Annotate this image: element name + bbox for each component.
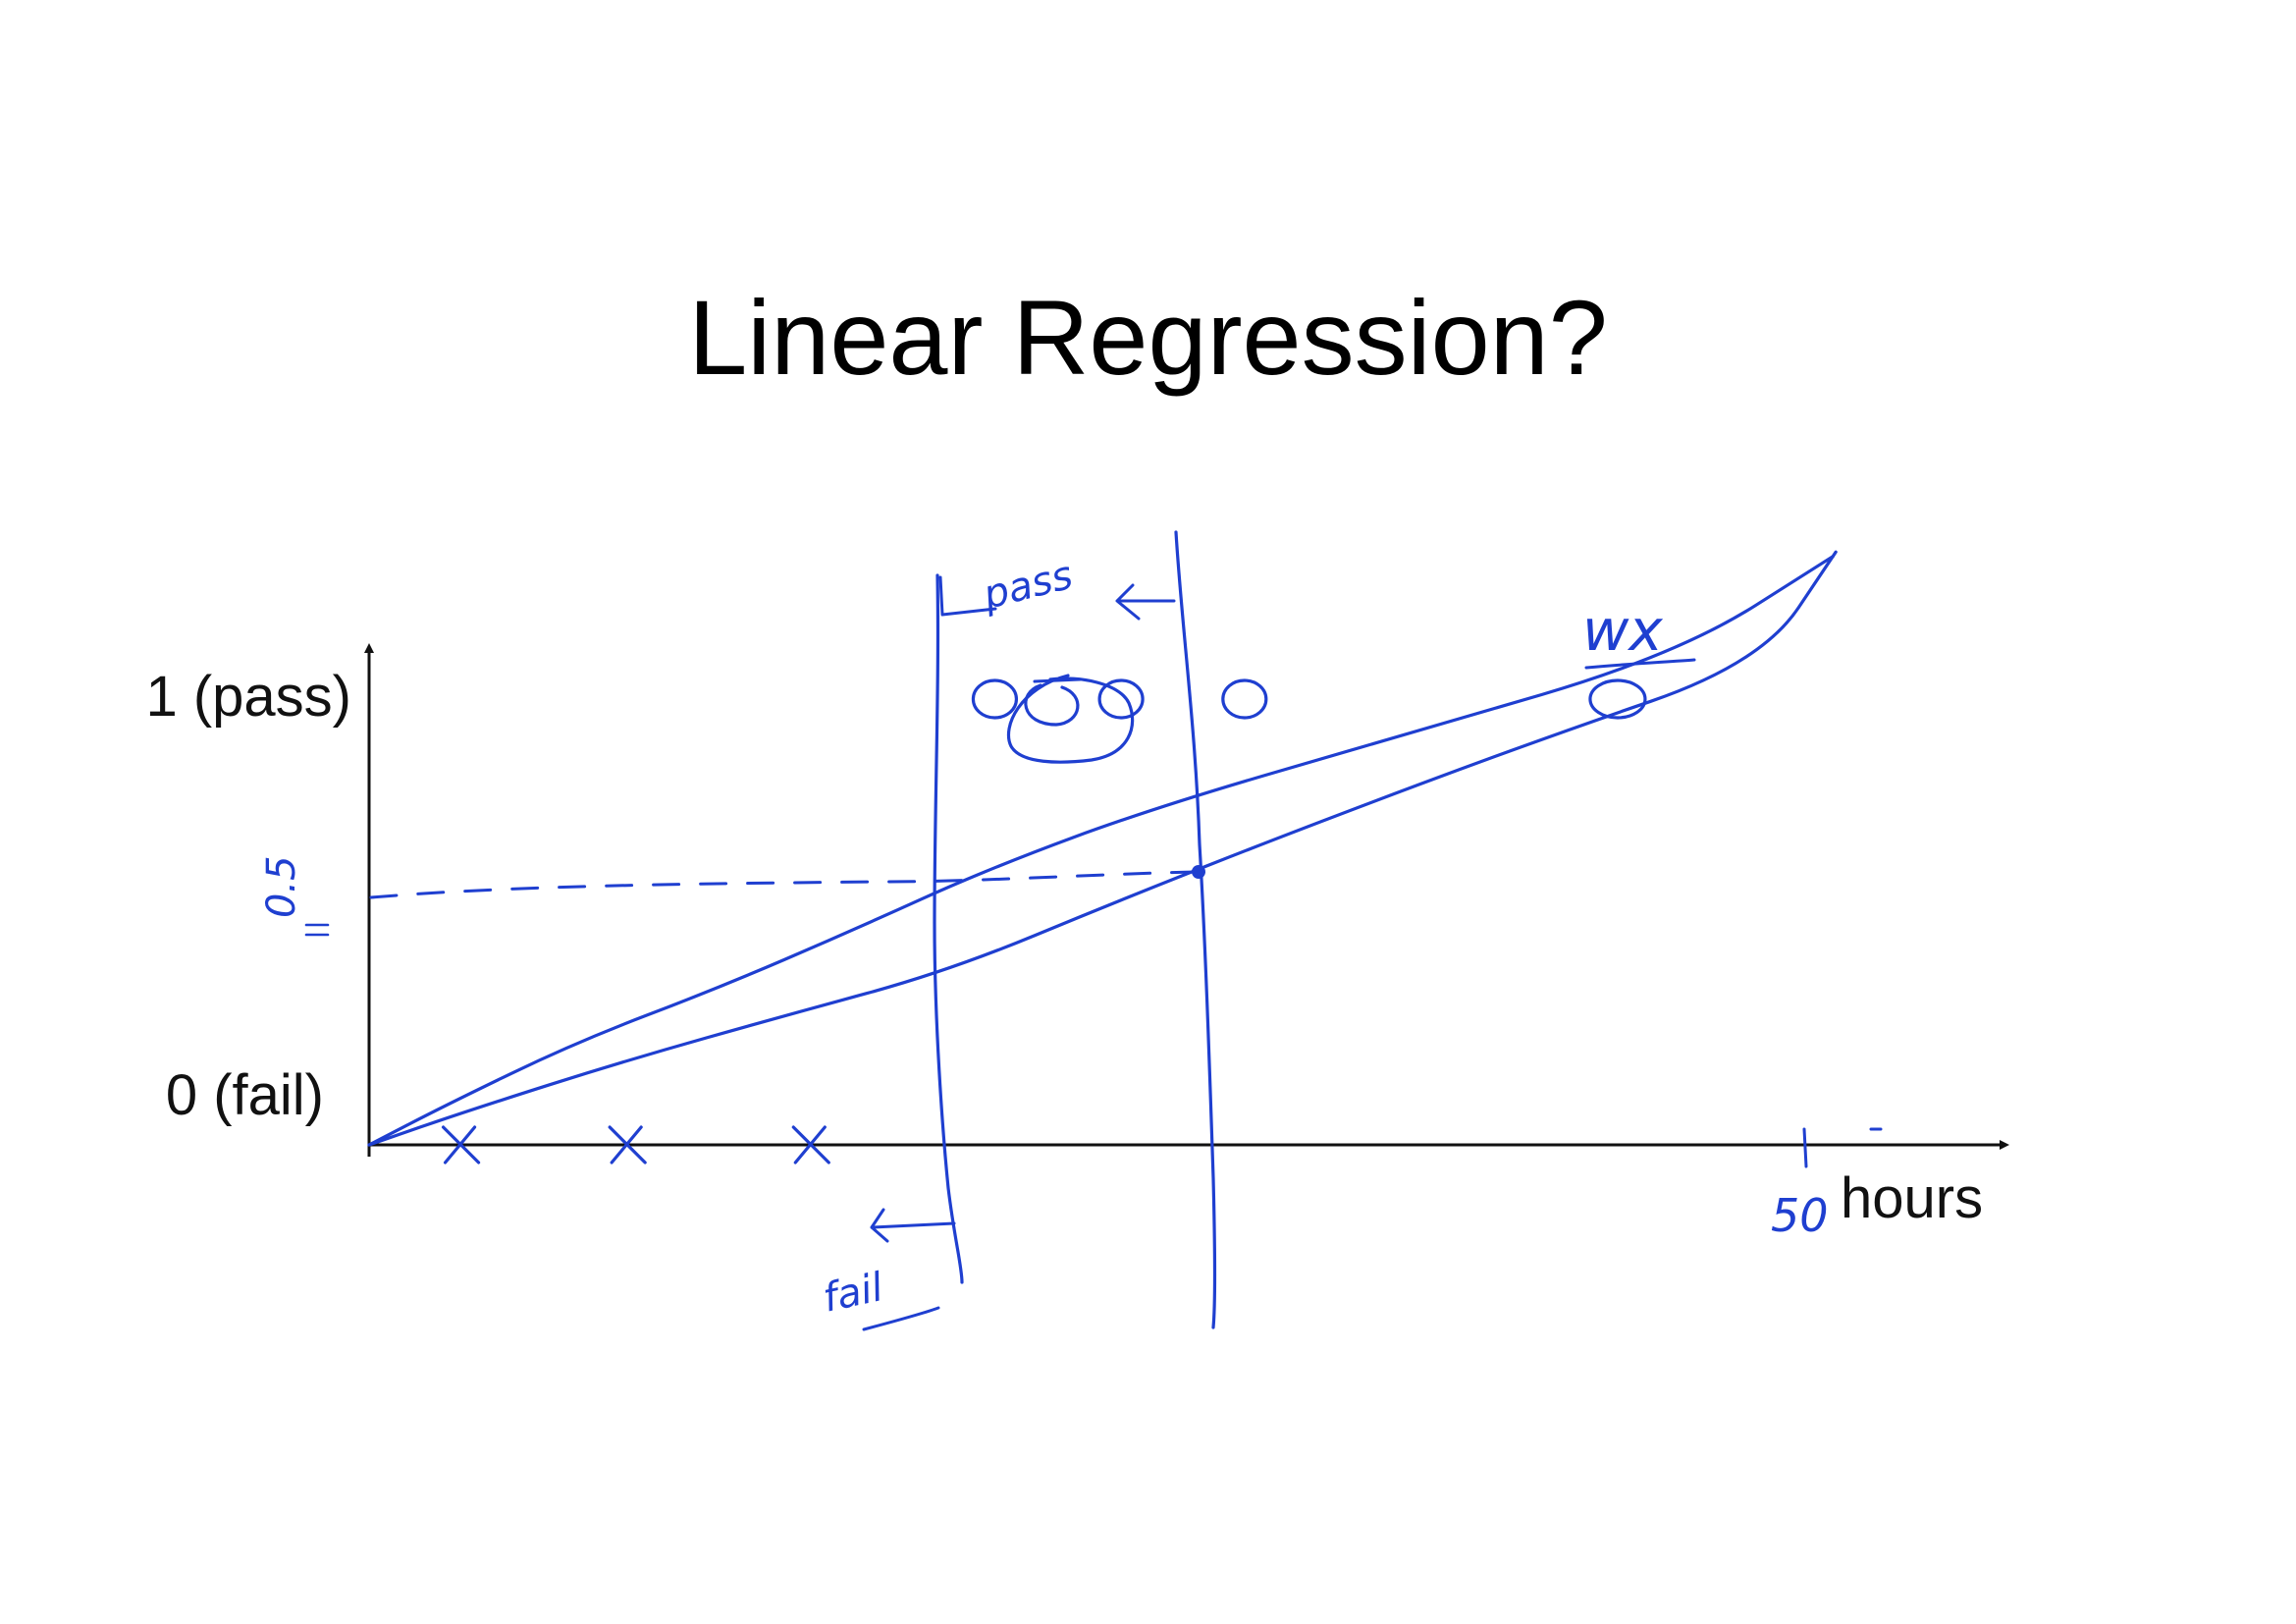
highlight-circle-outer: [1006, 674, 1135, 764]
x-tick-label-50: 50: [1771, 1189, 1829, 1242]
data-point-pass-1: [971, 678, 1019, 720]
axes: 1 (pass) 0 (fail) hours: [145, 643, 2009, 1230]
fail-underline: [862, 1306, 940, 1331]
x-tick-50: [1802, 1127, 1808, 1168]
hand-drawn-line-1: [367, 555, 1835, 1147]
threshold-underline: [304, 923, 330, 937]
data-point-pass-4: [1588, 678, 1647, 720]
ink-annotations: 0.5 50 wx pass fail: [259, 530, 1883, 1331]
data-point-fail-1: [441, 1125, 481, 1164]
fail-arrow: [870, 1208, 956, 1243]
y-tick-label-fail: 0 (fail): [166, 1063, 324, 1127]
data-point-fail-3: [791, 1125, 830, 1164]
highlight-circle-inner: [1024, 683, 1080, 727]
x-axis-label: hours: [1841, 1166, 1983, 1230]
line-label-wx: wx: [1582, 597, 1663, 664]
boundary-line-right: [1174, 530, 1217, 1329]
y-tick-label-pass: 1 (pass): [145, 665, 351, 729]
threshold-dashed-line: [369, 870, 1198, 899]
fail-label: fail: [820, 1265, 887, 1322]
highlight-tick: [1033, 677, 1082, 683]
boundary-line-left: [933, 573, 964, 1284]
data-point-pass-2: [1097, 678, 1145, 720]
pass-bracket: [938, 575, 997, 617]
threshold-label: 0.5: [259, 855, 304, 918]
hand-drawn-lines: [367, 550, 1838, 1147]
data-point-fail-2: [608, 1125, 647, 1164]
data-points: [441, 678, 1647, 1164]
data-point-pass-3: [1221, 678, 1268, 720]
line-label-underline: [1584, 658, 1696, 670]
slide-title: Linear Regression?: [688, 278, 1608, 397]
hand-drawn-line-2: [367, 550, 1838, 1147]
pass-arrow: [1115, 583, 1176, 621]
